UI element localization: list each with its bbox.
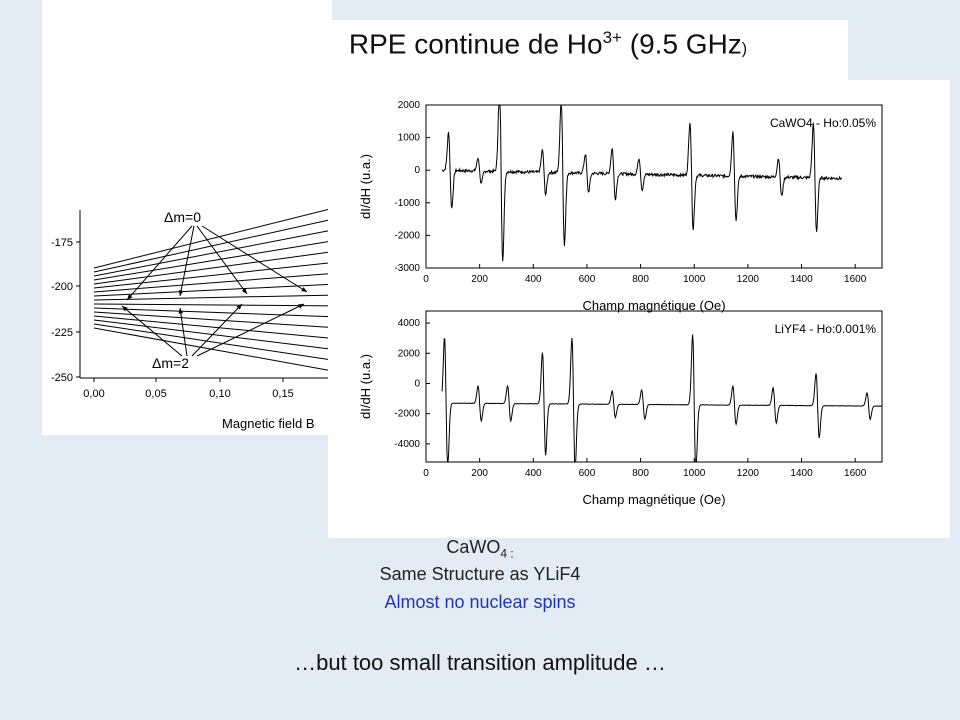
spectrum-frame bbox=[425, 310, 883, 463]
energy-level-line bbox=[93, 251, 333, 285]
energy-level-line bbox=[93, 283, 333, 297]
spectrum-x-tick-label: 1000 bbox=[683, 468, 706, 479]
spectrum-y-tick-label: -3000 bbox=[394, 263, 420, 274]
transition-arrow bbox=[121, 305, 183, 357]
caption-nuclear-spins: Almost no nuclear spins bbox=[384, 592, 576, 612]
epr-spectra-panel: 0 200 400 600 800 1000 1200 1400 1600 2000 1000 0 -1… bbox=[328, 80, 950, 538]
energy-level-line bbox=[93, 327, 333, 372]
transition-arrowhead bbox=[241, 288, 247, 294]
spectrum-y-label: dI/dH (u.a.) bbox=[358, 154, 373, 219]
spectrum-x-tick-label: 800 bbox=[632, 468, 649, 479]
energy-level-line bbox=[93, 240, 333, 281]
spectrum-y-tick-label: 0 bbox=[414, 378, 420, 389]
spectrum-y-tick-label: 2000 bbox=[398, 100, 421, 111]
title-frequency: (9.5 GHz bbox=[621, 28, 742, 60]
energy-level-line bbox=[93, 315, 333, 339]
transition-arrowhead bbox=[178, 308, 184, 314]
spectrum-x-tick-label: 200 bbox=[471, 274, 488, 285]
spectrum-x-tick-label: 400 bbox=[525, 274, 542, 285]
energy-y-tick-label: -200 bbox=[51, 281, 73, 293]
spectrum-legend: LiYF4 - Ho:0.001% bbox=[775, 322, 877, 336]
spectrum-x-tick-label: 200 bbox=[471, 468, 488, 479]
spectrum-x-tick-label: 1200 bbox=[737, 468, 760, 479]
spectrum-x-tick-label: 0 bbox=[423, 468, 429, 479]
transition-arrow bbox=[201, 225, 308, 293]
energy-y-tick-label: -175 bbox=[51, 237, 73, 249]
slide-title: RPE continue de Ho3+ (9.5 GHz) bbox=[248, 28, 848, 60]
delta-m0-label: Δm=0 bbox=[164, 209, 201, 225]
energy-level-line bbox=[93, 323, 333, 361]
energy-x-tick-label: 0,05 bbox=[145, 388, 166, 400]
spectrum-x-tick-label: 1000 bbox=[683, 274, 706, 285]
spectrum-y-tick-label: 1000 bbox=[398, 133, 421, 144]
spectrum-x-label: Champ magnétique (Oe) bbox=[582, 298, 725, 313]
energy-level-line bbox=[93, 294, 333, 301]
spectrum-y-tick-label: 4000 bbox=[398, 318, 421, 329]
spectrum-y-tick-label: 0 bbox=[414, 165, 420, 176]
spectrum-x-tick-label: 400 bbox=[525, 468, 542, 479]
title-main: RPE continue de Ho bbox=[348, 28, 603, 60]
energy-x-tick-label: 0,10 bbox=[209, 388, 230, 400]
transition-arrow bbox=[196, 225, 248, 295]
energy-level-line bbox=[93, 229, 333, 277]
caption-compound: CaWO4 : bbox=[0, 537, 960, 561]
transition-arrowhead bbox=[298, 304, 304, 309]
spectrum-x-tick-label: 1400 bbox=[790, 274, 813, 285]
transition-arrowhead bbox=[178, 290, 184, 296]
spectrum-legend: CaWO4 - Ho:0.05% bbox=[770, 116, 876, 130]
transition-arrowhead bbox=[301, 287, 307, 292]
energy-level-line bbox=[93, 311, 333, 329]
energy-level-line bbox=[93, 262, 333, 289]
energy-level-line bbox=[93, 307, 333, 318]
title-superscript: 3+ bbox=[602, 28, 622, 47]
energy-y-tick-label: -225 bbox=[51, 327, 73, 339]
energy-level-line bbox=[93, 208, 333, 269]
transition-arrow bbox=[179, 307, 188, 357]
transition-arrow bbox=[179, 225, 195, 297]
spectrum-x-tick-label: 600 bbox=[579, 274, 596, 285]
spectrum-x-tick-label: 600 bbox=[579, 468, 596, 479]
caption-compound-sub: 4 : bbox=[500, 546, 514, 561]
spectrum-y-tick-label: -4000 bbox=[394, 439, 420, 450]
transition-arrowhead bbox=[122, 306, 128, 312]
energy-y-tick-label: -250 bbox=[51, 372, 73, 384]
spectrum-x-tick-label: 800 bbox=[632, 274, 649, 285]
spectrum-y-tick-label: 2000 bbox=[398, 348, 421, 359]
title-box: RPE continue de Ho3+ (9.5 GHz) bbox=[248, 20, 848, 80]
energy-x-tick-label: 0,00 bbox=[83, 388, 104, 400]
spectrum-x-tick-label: 0 bbox=[423, 274, 429, 285]
transition-arrowhead bbox=[236, 304, 242, 310]
spectrum-y-tick-label: -1000 bbox=[394, 198, 420, 209]
spectrum-x-tick-label: 1600 bbox=[844, 274, 867, 285]
spectrum-y-label: dI/dH (u.a.) bbox=[358, 354, 373, 419]
spectrum-x-tick-label: 1600 bbox=[844, 468, 867, 479]
energy-x-tick-label: 0,15 bbox=[272, 388, 293, 400]
caption-structure: Same Structure as YLiF4 bbox=[379, 564, 581, 584]
title-paren: ) bbox=[741, 40, 748, 58]
spectrum-x-tick-label: 1200 bbox=[737, 274, 760, 285]
spectrum-x-label: Champ magnétique (Oe) bbox=[582, 492, 725, 507]
caption-conclusion: …but too small transition amplitude … bbox=[294, 650, 666, 675]
delta-m2-label: Δm=2 bbox=[152, 355, 189, 371]
spectrum-y-tick-label: -2000 bbox=[394, 230, 420, 241]
caption-compound-text: CaWO bbox=[446, 537, 501, 557]
spectrum-x-tick-label: 1400 bbox=[790, 468, 813, 479]
spectrum-trace bbox=[441, 104, 843, 262]
spectrum-trace bbox=[441, 334, 883, 463]
energy-level-line bbox=[93, 218, 333, 273]
transition-arrow bbox=[191, 303, 243, 357]
transition-arrowhead bbox=[127, 294, 133, 300]
spectrum-frame bbox=[425, 104, 883, 269]
energy-level-line bbox=[93, 303, 333, 307]
spectrum-y-tick-label: -2000 bbox=[394, 409, 420, 420]
energy-x-label: Magnetic field B bbox=[222, 416, 315, 431]
transition-arrow bbox=[126, 225, 193, 301]
energy-level-line bbox=[93, 272, 333, 293]
epr-spectra-charts: 0 200 400 600 800 1000 1200 1400 1600200010000-1… bbox=[358, 100, 883, 507]
transition-arrow bbox=[196, 303, 305, 357]
